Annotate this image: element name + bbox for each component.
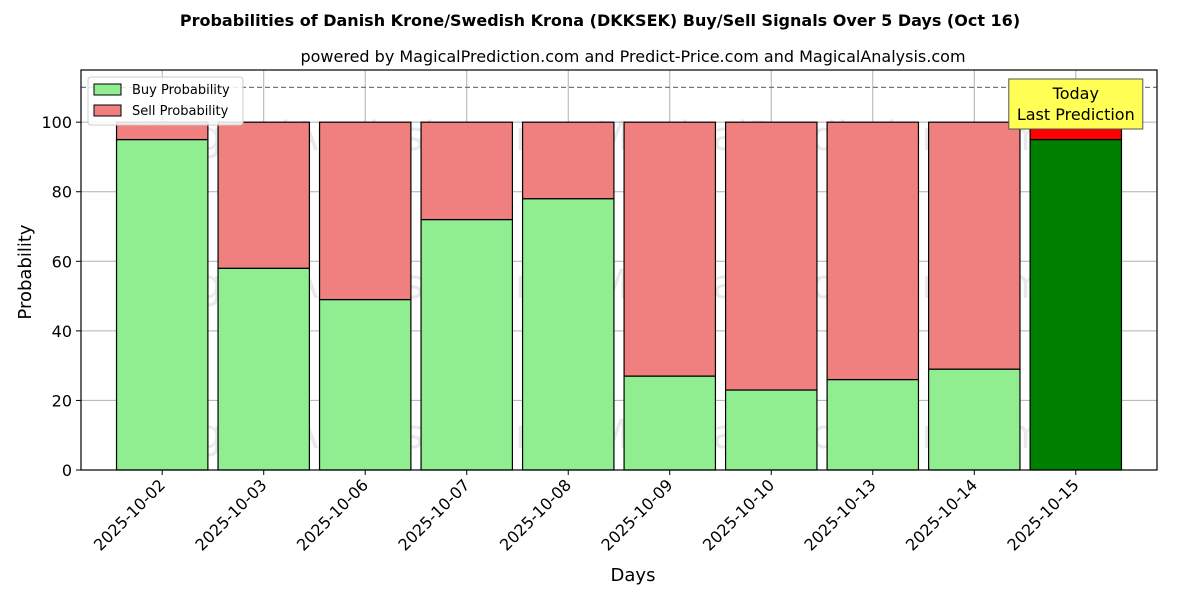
x-axis-label: Days xyxy=(611,565,656,586)
bar-buy xyxy=(826,378,920,471)
x-tick-label: 2025-10-07 xyxy=(394,475,473,554)
bar-buy xyxy=(1029,138,1123,471)
legend-label: Buy Probability xyxy=(132,83,230,98)
chart-subtitle: powered by MagicalPrediction.com and Pre… xyxy=(300,47,965,66)
bar-sell xyxy=(420,121,514,221)
bar-buy xyxy=(217,267,310,471)
bar-sell xyxy=(521,121,615,200)
x-tick-label: 2025-10-03 xyxy=(191,475,270,554)
y-tick-label: 100 xyxy=(41,113,72,132)
bars xyxy=(115,121,1123,471)
y-axis-label: Probability xyxy=(15,224,36,319)
bar-buy xyxy=(318,298,412,471)
x-axis-ticks: 2025-10-02 2025-10-03 2025-10-06 2025-10-07… xyxy=(90,470,1083,555)
x-tick-label: 2025-10-14 xyxy=(902,475,981,554)
y-tick-label: 0 xyxy=(62,461,72,480)
x-tick-label: 2025-10-02 xyxy=(90,475,169,554)
legend-swatch xyxy=(93,104,122,117)
bar-buy xyxy=(521,198,615,471)
bar-sell xyxy=(217,121,310,269)
bar-sell xyxy=(318,121,412,301)
chart-title: Probabilities of Danish Krone/Swedish Kr… xyxy=(180,11,1020,30)
bar-buy xyxy=(724,389,818,471)
legend: Buy Probability Sell Probability xyxy=(87,76,244,126)
bar-sell xyxy=(724,121,818,391)
x-tick-label: 2025-10-09 xyxy=(597,475,676,554)
x-tick-label: 2025-10-15 xyxy=(1003,475,1082,554)
bar-buy xyxy=(115,138,209,471)
x-tick-label: 2025-10-06 xyxy=(293,475,372,554)
bar-sell xyxy=(623,121,717,377)
bar-sell xyxy=(928,121,1021,370)
legend-swatch xyxy=(93,83,122,96)
bar-buy xyxy=(928,368,1021,471)
plot-frame xyxy=(80,69,1158,471)
annotation-box xyxy=(1008,78,1144,130)
x-tick-label: 2025-10-08 xyxy=(496,475,575,554)
y-tick-label: 20 xyxy=(52,391,72,410)
y-tick-label: 40 xyxy=(52,322,72,341)
bar-sell xyxy=(826,121,920,381)
x-tick-label: 2025-10-10 xyxy=(699,475,778,554)
y-tick-label: 80 xyxy=(52,183,72,202)
legend-label: Sell Probability xyxy=(132,104,229,119)
annotation-line: Today xyxy=(1052,84,1099,103)
axes xyxy=(80,69,1158,471)
y-tick-label: 60 xyxy=(52,252,72,271)
today-annotation: Today Last Prediction xyxy=(1008,78,1144,130)
bar-buy xyxy=(623,375,717,471)
x-tick-label: 2025-10-13 xyxy=(800,475,879,554)
legend-box xyxy=(87,76,244,126)
y-axis-ticks: 0 20 40 60 80 100 xyxy=(41,113,81,480)
bar-buy xyxy=(420,218,514,471)
annotation-line: Last Prediction xyxy=(1017,105,1135,124)
